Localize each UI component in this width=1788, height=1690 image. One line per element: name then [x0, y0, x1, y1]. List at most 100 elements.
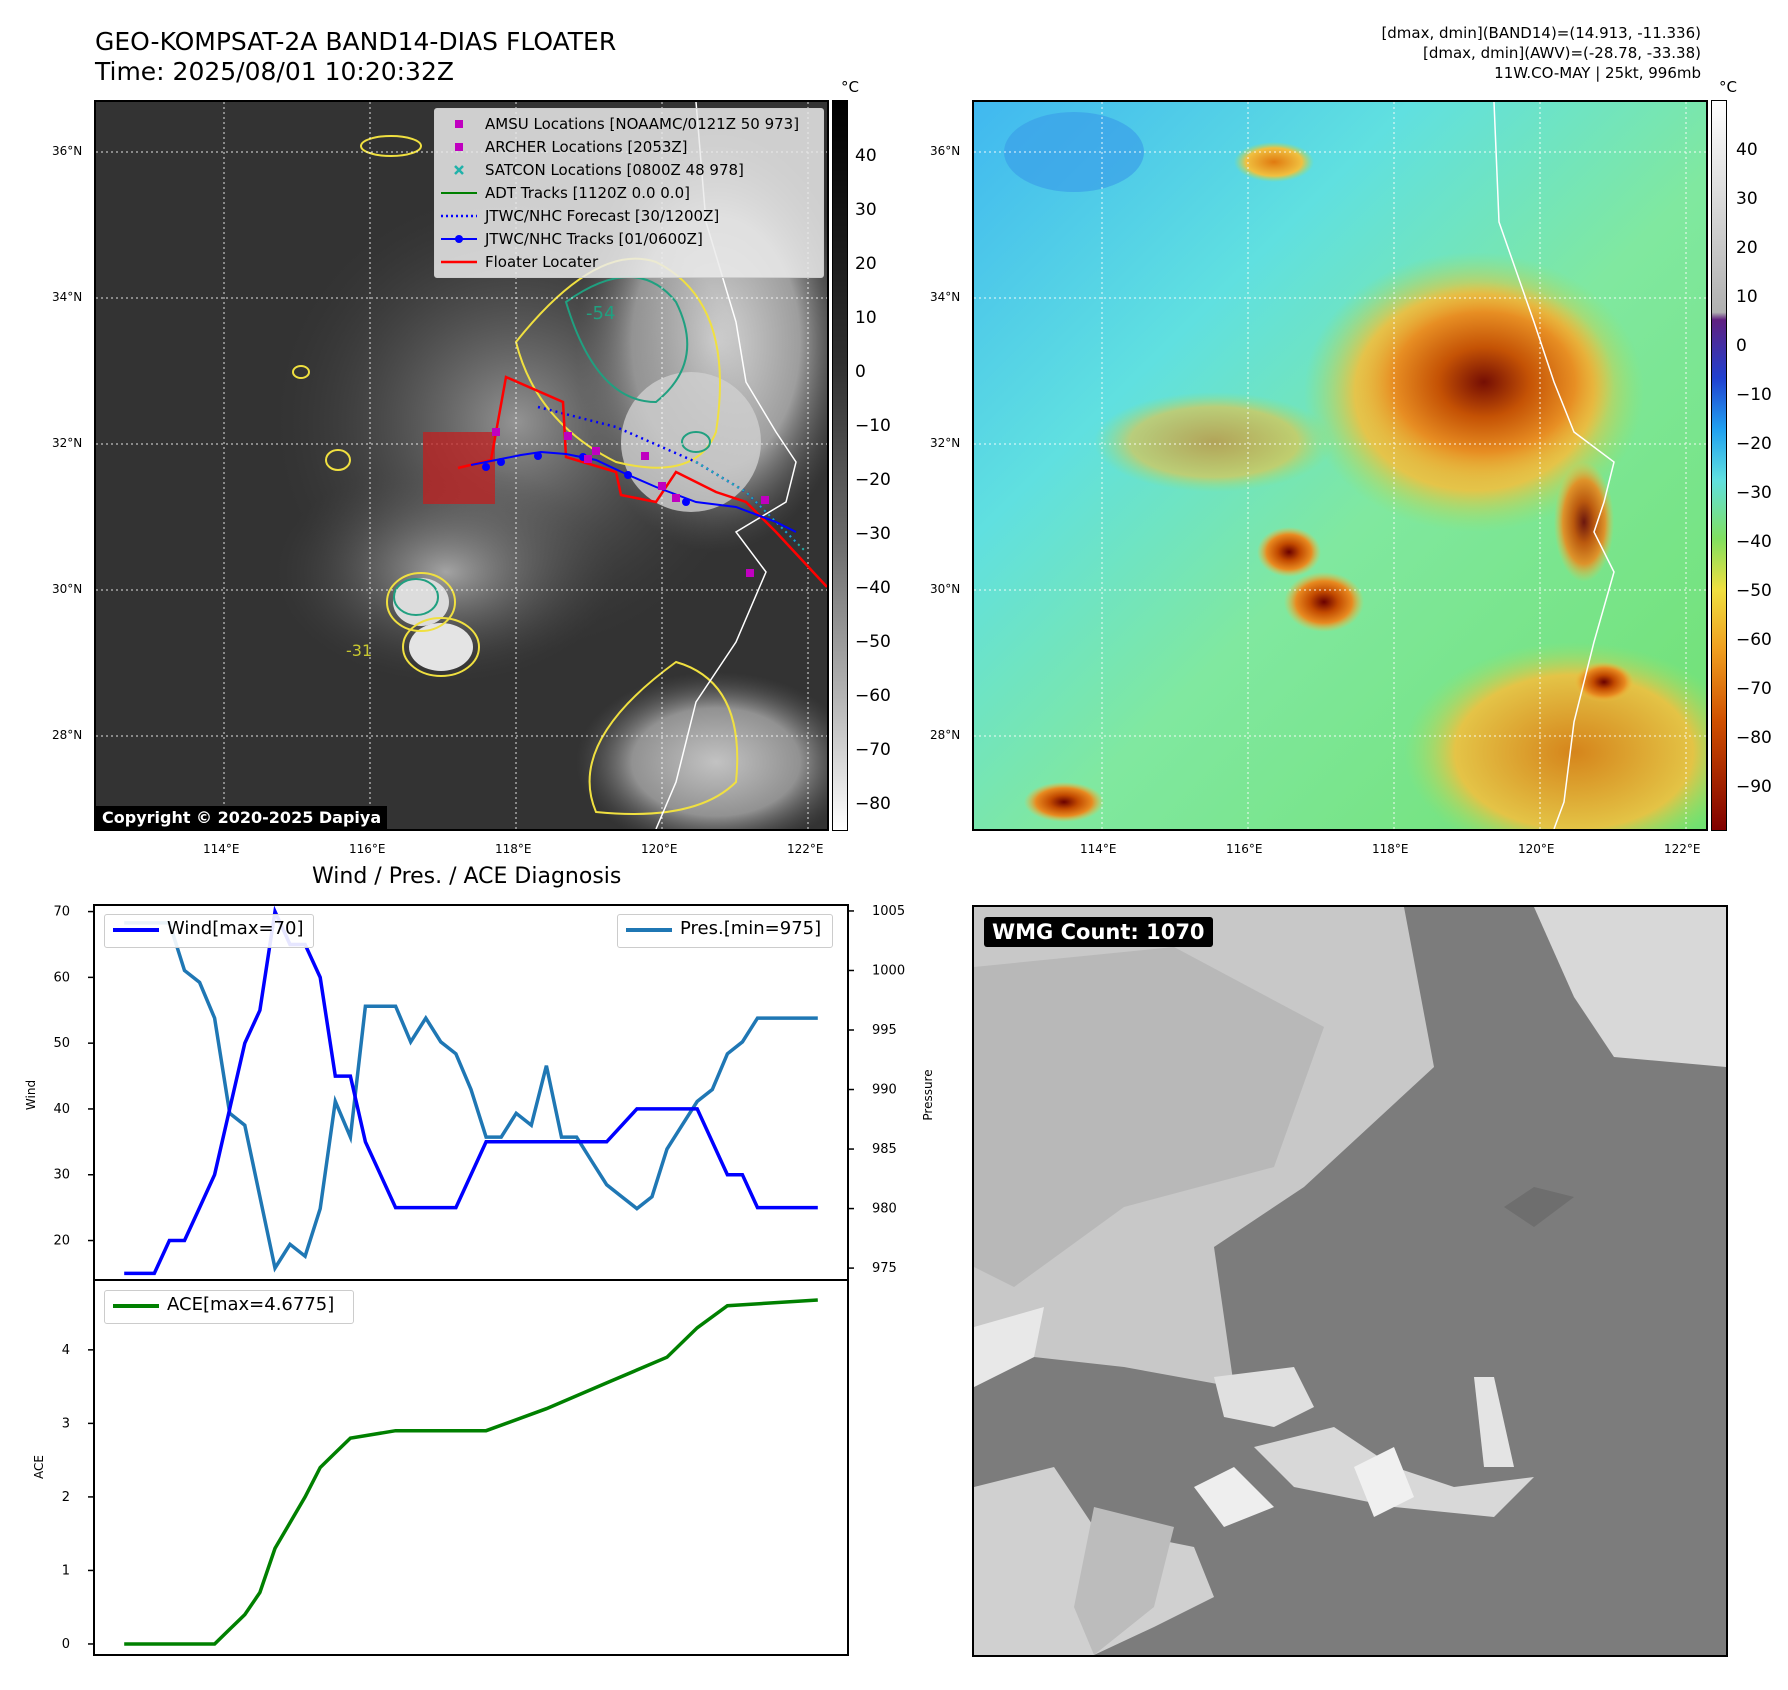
colorbar-tick: −10: [1736, 385, 1772, 405]
map-legend: AMSU Locations [NOAAMC/0121Z 50 973] ARC…: [434, 108, 824, 278]
colorbar-tick: −60: [855, 686, 891, 706]
colorbar-tick: −40: [855, 578, 891, 598]
pressure-legend: Pres.[min=975]: [617, 914, 833, 948]
contour-label-a: -54: [586, 303, 615, 324]
lat-label: 28°N: [52, 728, 83, 742]
colorbar-tick: −20: [1736, 434, 1772, 454]
ace-axis-tick-label: 1: [62, 1563, 70, 1578]
lat-label: 30°N: [930, 582, 961, 596]
pressure-axis-tick-label: 1000: [872, 963, 905, 978]
chart-title: GEO-KOMPSAT-2A BAND14-DIAS FLOATER: [95, 27, 617, 56]
pressure-axis-tick-label: 1005: [872, 904, 905, 919]
colorbar-tick: −10: [855, 416, 891, 436]
awv-colorbar: [1711, 100, 1727, 831]
wind-axis-tick-label: 60: [53, 970, 70, 985]
colorbar-tick: 30: [855, 200, 877, 220]
ace-axis-tick-label: 0: [62, 1637, 70, 1652]
pressure-series-line: [124, 921, 818, 1273]
colorbar-tick: 30: [1736, 189, 1758, 209]
lon-label: 116°E: [1226, 842, 1263, 856]
ir-colorbar: [832, 100, 848, 831]
ace-axis-tick-label: 2: [62, 1490, 70, 1505]
ace-plot-frame: [93, 1279, 849, 1656]
colorbar-tick: 10: [855, 308, 877, 328]
colorbar-tick: −80: [855, 794, 891, 814]
lat-label: 30°N: [52, 582, 83, 596]
colorbar-tick: −50: [855, 632, 891, 652]
lon-label: 122°E: [787, 842, 824, 856]
colorbar-unit: °C: [841, 78, 859, 96]
pressure-axis-tick-label: 975: [872, 1261, 897, 1276]
colorbar-tick: −50: [1736, 581, 1772, 601]
colorbar-tick: 20: [855, 254, 877, 274]
colorbar-tick: −30: [855, 524, 891, 544]
lon-label: 116°E: [349, 842, 386, 856]
lon-label: 118°E: [1372, 842, 1409, 856]
pressure-axis-label: Pressure: [921, 1069, 935, 1120]
colorbar-tick: −30: [1736, 483, 1772, 503]
colorbar-tick: −40: [1736, 532, 1772, 552]
diagnosis-chart: 20 30 40 50 60 70 975 980 985 990 995 1000 1005 0 1 2…: [24, 904, 935, 1656]
awv-map-image: [974, 102, 1706, 829]
lat-label: 34°N: [52, 290, 83, 304]
solid-line-icon: [441, 185, 477, 201]
colorbar-tick: 20: [1736, 238, 1758, 258]
lon-label: 118°E: [495, 842, 532, 856]
band14-range: [dmax, dmin](BAND14)=(14.913, -11.336): [1381, 24, 1701, 42]
solid-line-icon: [441, 254, 477, 270]
colorbar-tick: 0: [855, 362, 866, 382]
lon-label: 120°E: [641, 842, 678, 856]
ir-map-panel: -54 -31 AMSU Locations [NOAAMC/0121Z 50 …: [94, 100, 829, 831]
lat-label: 28°N: [930, 728, 961, 742]
chart-time: Time: 2025/08/01 10:20:32Z: [95, 57, 454, 86]
wind-axis-tick-label: 70: [53, 905, 70, 920]
diagnosis-title: Wind / Pres. / ACE Diagnosis: [312, 864, 622, 889]
pressure-axis-tick-label: 990: [872, 1083, 897, 1098]
awv-map-panel: [972, 100, 1708, 831]
ace-series-line: [124, 1298, 818, 1646]
wind-legend: Wind[max=70]: [104, 914, 314, 948]
colorbar-tick: −20: [855, 470, 891, 490]
ace-axis-label: ACE: [32, 1455, 46, 1479]
wind-legend-swatch: [113, 928, 159, 932]
colorbar-unit: °C: [1719, 78, 1737, 96]
colorbar-tick: −90: [1736, 777, 1772, 797]
ace-axis-tick-label: 3: [62, 1416, 70, 1431]
wind-axis-label: Wind: [24, 1080, 38, 1110]
lat-label: 32°N: [52, 436, 83, 450]
lon-label: 114°E: [203, 842, 240, 856]
square-marker-icon: [441, 139, 477, 155]
pressure-legend-swatch: [626, 928, 672, 932]
line-dot-icon: [441, 231, 477, 247]
pressure-axis-tick-label: 985: [872, 1142, 897, 1157]
colorbar-tick: −80: [1736, 728, 1772, 748]
colorbar-tick: −60: [1736, 630, 1772, 650]
copyright-badge: Copyright © 2020-2025 Dapiya: [96, 806, 388, 829]
lat-label: 34°N: [930, 290, 961, 304]
dotted-line-icon: [441, 208, 477, 224]
square-marker-icon: [441, 116, 477, 132]
wmg-panel: WMG Count: 1070: [972, 905, 1728, 1657]
colorbar-tick: 40: [1736, 140, 1758, 160]
colorbar-tick: 40: [855, 146, 877, 166]
storm-info: 11W.CO-MAY | 25kt, 996mb: [1494, 64, 1701, 82]
ace-axis-tick-label: 4: [62, 1343, 70, 1358]
ace-legend-swatch: [113, 1304, 159, 1308]
wmg-count-badge: WMG Count: 1070: [984, 917, 1213, 947]
wind-series-line: [124, 905, 818, 1276]
awv-range: [dmax, dmin](AWV)=(-28.78, -33.38): [1422, 44, 1701, 62]
colorbar-tick: 10: [1736, 287, 1758, 307]
wind-axis-tick-label: 40: [53, 1102, 70, 1117]
colorbar-tick: −70: [1736, 679, 1772, 699]
lat-label: 32°N: [930, 436, 961, 450]
pressure-axis-tick-label: 980: [872, 1202, 897, 1217]
colorbar-tick: 0: [1736, 336, 1747, 356]
wind-axis-tick-label: 20: [53, 1234, 70, 1249]
lat-label: 36°N: [930, 144, 961, 158]
lon-label: 114°E: [1080, 842, 1117, 856]
lat-label: 36°N: [52, 144, 83, 158]
lon-label: 120°E: [1518, 842, 1555, 856]
x-marker-icon: [441, 162, 477, 178]
contour-label-b: -31: [346, 641, 372, 660]
pressure-axis-tick-label: 995: [872, 1023, 897, 1038]
